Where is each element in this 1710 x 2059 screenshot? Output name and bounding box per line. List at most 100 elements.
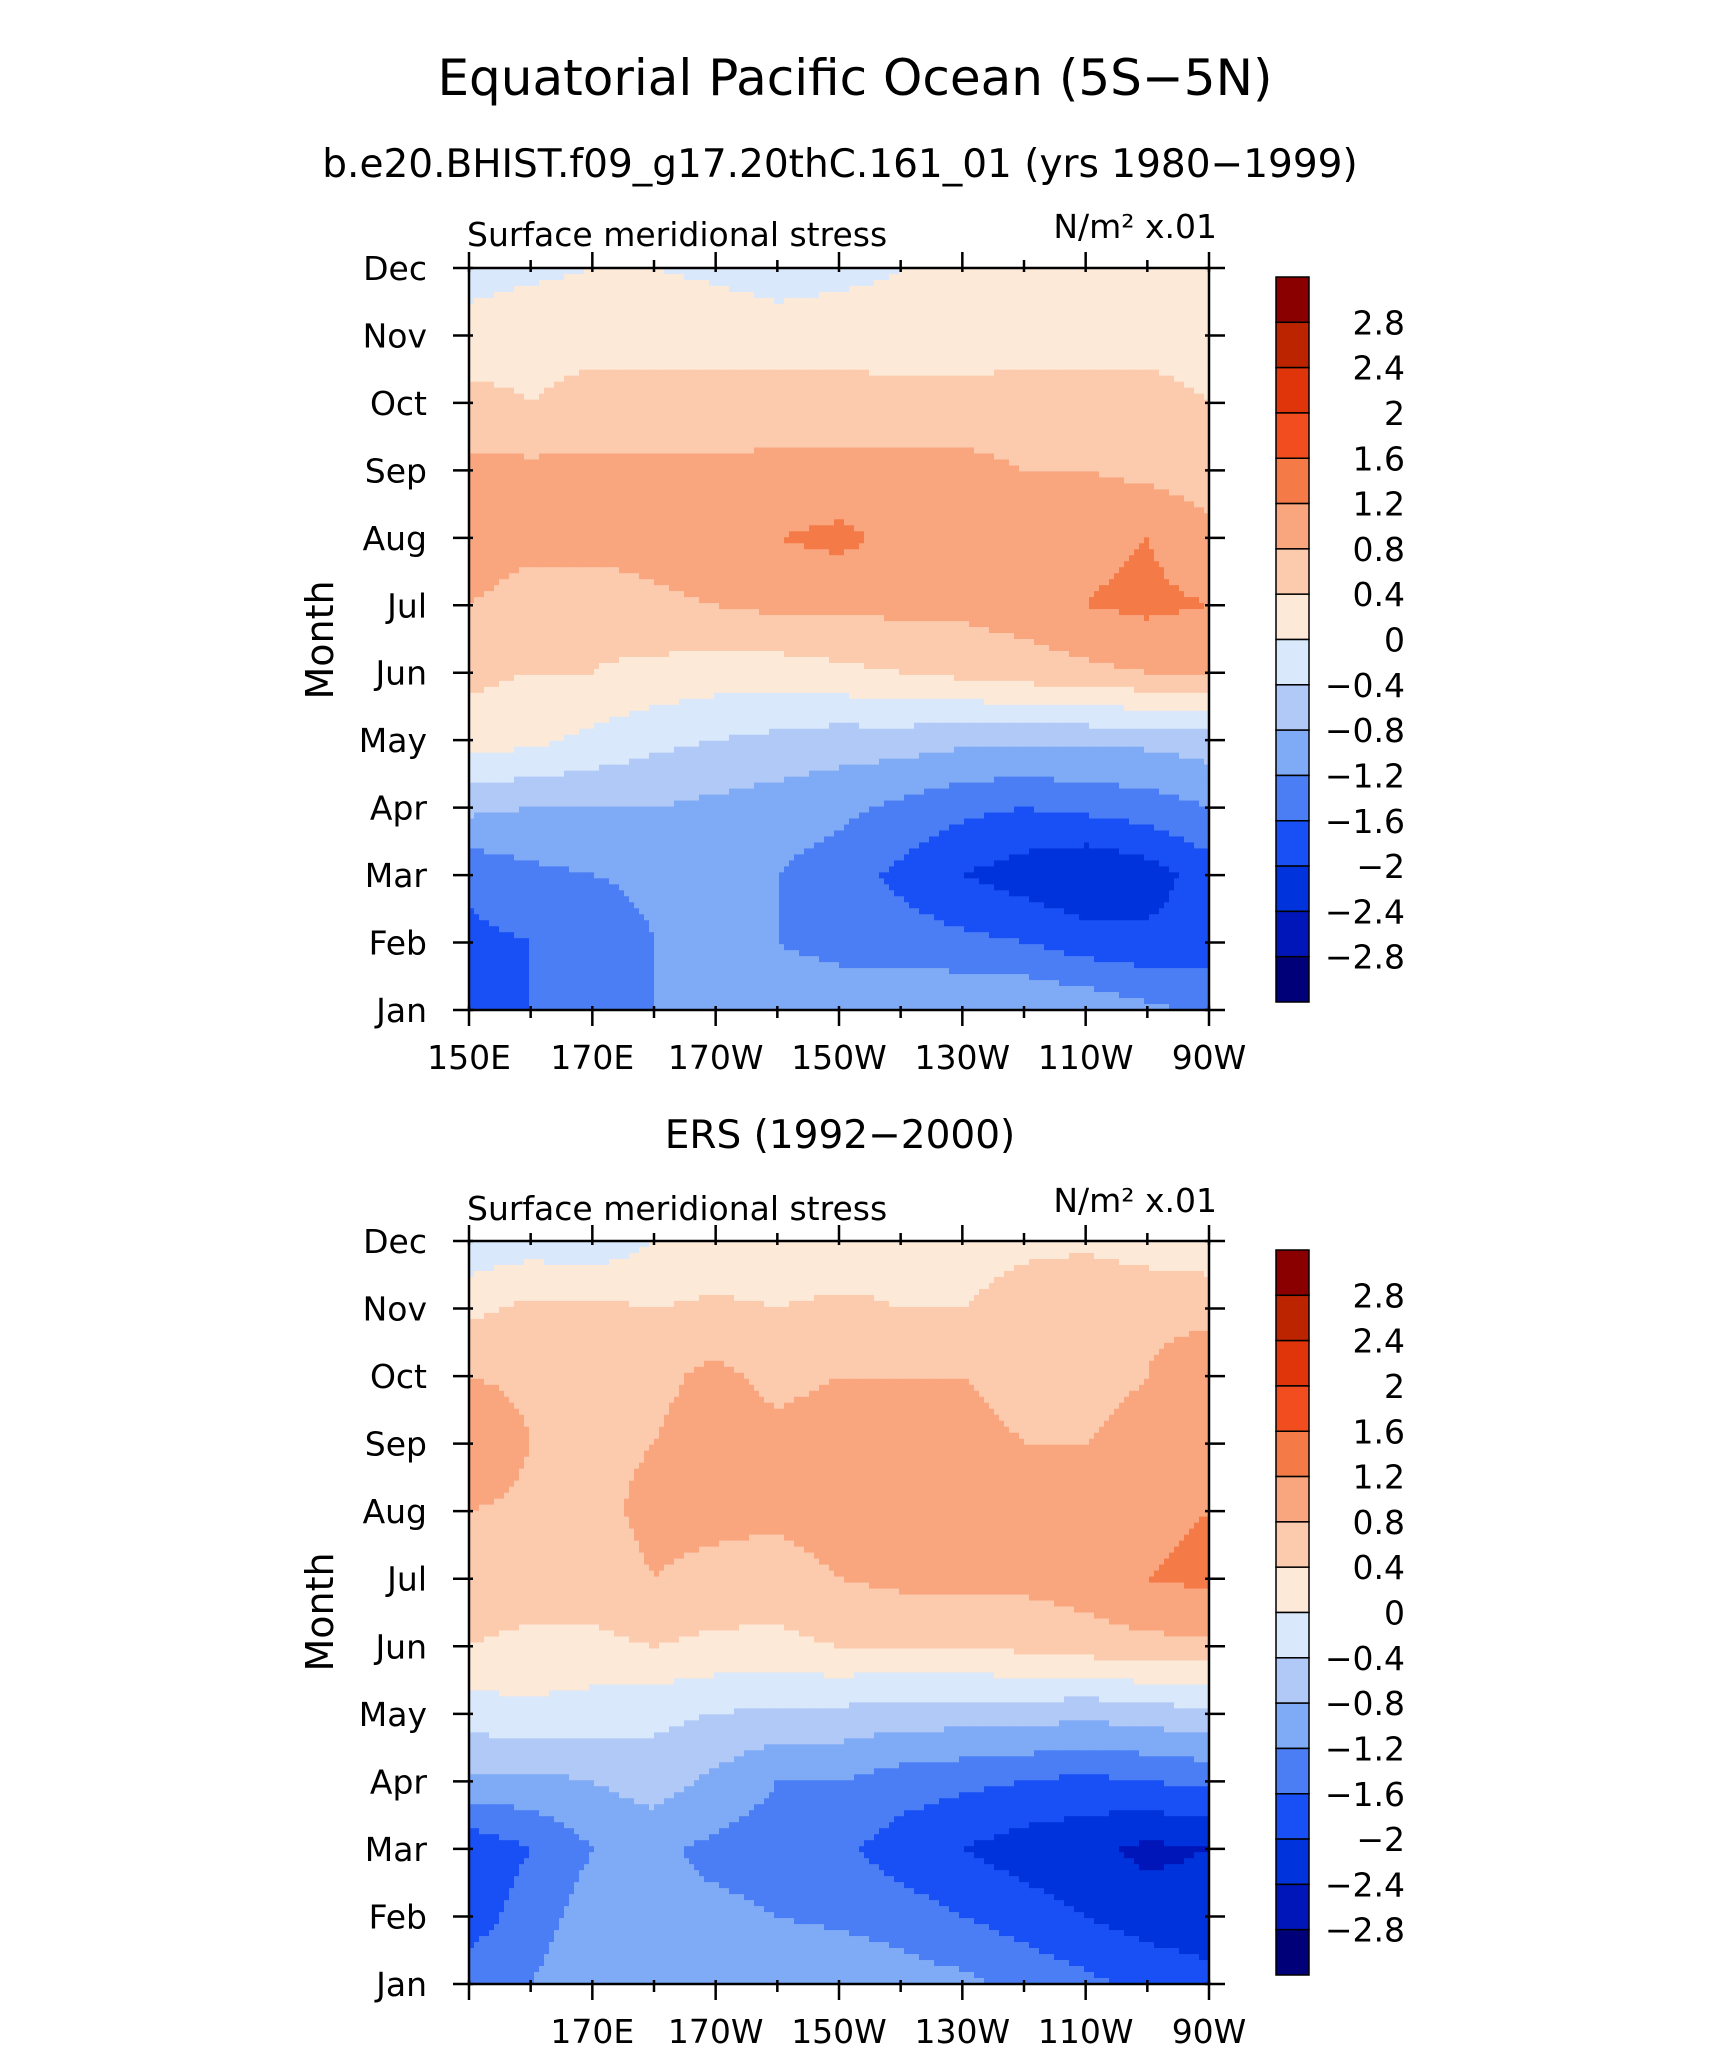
contour-cell	[1089, 375, 1095, 383]
contour-cell	[504, 453, 510, 461]
contour-cell	[699, 417, 705, 425]
contour-cell	[549, 333, 555, 341]
contour-cell	[469, 417, 475, 425]
contour-cell	[954, 447, 960, 455]
contour-cell	[1019, 345, 1025, 353]
contour-cell	[819, 465, 825, 473]
contour-cell	[784, 447, 790, 455]
contour-cell	[1044, 363, 1050, 371]
contour-cell	[964, 285, 970, 293]
contour-cell	[784, 291, 790, 299]
contour-cell	[704, 339, 710, 347]
contour-cell	[749, 465, 755, 473]
contour-cell	[689, 351, 695, 359]
contour-cell	[664, 441, 670, 449]
contour-cell	[724, 405, 730, 413]
contour-cell	[789, 351, 795, 359]
contour-cell	[1024, 285, 1030, 293]
contour-cell	[839, 387, 845, 395]
contour-cell	[674, 381, 680, 389]
contour-cell	[624, 387, 630, 395]
contour-cell	[804, 447, 810, 455]
contour-cell	[544, 273, 550, 281]
contour-cell	[954, 339, 960, 347]
contour-cell	[914, 369, 920, 377]
contour-cell	[864, 297, 870, 305]
contour-cell	[954, 429, 960, 437]
contour-cell	[539, 291, 545, 299]
contour-cell	[1184, 345, 1190, 353]
contour-cell	[969, 423, 975, 431]
contour-cell	[1179, 291, 1185, 299]
contour-cell	[1079, 291, 1085, 299]
contour-cell	[1019, 279, 1025, 287]
contour-cell	[999, 268, 1005, 275]
contour-cell	[999, 285, 1005, 293]
contour-cell	[764, 315, 770, 323]
contour-cell	[729, 447, 735, 455]
contour-cell	[1089, 285, 1095, 293]
contour-cell	[969, 357, 975, 365]
contour-cell	[499, 357, 505, 365]
contour-cell	[669, 441, 675, 449]
contour-cell	[494, 297, 500, 305]
contour-cell	[1114, 369, 1120, 377]
contour-cell	[714, 441, 720, 449]
contour-cell	[529, 393, 535, 401]
contour-cell	[1014, 429, 1020, 437]
contour-cell	[554, 309, 560, 317]
contour-cell	[534, 357, 540, 365]
contour-cell	[1029, 268, 1035, 275]
contour-cell	[679, 381, 685, 389]
contour-cell	[794, 315, 800, 323]
contour-cell	[1029, 285, 1035, 293]
contour-cell	[824, 399, 830, 407]
contour-cell	[609, 363, 615, 371]
contour-cell	[1069, 357, 1075, 365]
contour-cell	[1164, 303, 1170, 311]
contour-cell	[874, 309, 880, 317]
contour-cell	[674, 339, 680, 347]
contour-cell	[999, 273, 1005, 281]
contour-cell	[1074, 273, 1080, 281]
contour-cell	[1084, 381, 1090, 389]
contour-cell	[509, 363, 515, 371]
contour-cell	[794, 393, 800, 401]
contour-cell	[774, 297, 780, 305]
contour-cell	[1184, 381, 1190, 389]
contour-cell	[684, 423, 690, 431]
contour-cell	[884, 273, 890, 281]
contour-cell	[849, 465, 855, 473]
contour-cell	[979, 393, 985, 401]
contour-cell	[574, 381, 580, 389]
contour-cell	[754, 411, 760, 419]
contour-cell	[544, 459, 550, 467]
contour-cell	[484, 297, 490, 305]
contour-cell	[829, 387, 835, 395]
contour-cell	[1159, 285, 1165, 293]
contour-cell	[469, 411, 475, 419]
contour-cell	[959, 315, 965, 323]
contour-cell	[734, 363, 740, 371]
contour-cell	[634, 453, 640, 461]
contour-cell	[469, 285, 475, 293]
contour-cell	[1009, 297, 1015, 305]
contour-cell	[774, 363, 780, 371]
contour-cell	[769, 285, 775, 293]
contour-cell	[799, 369, 805, 377]
contour-cell	[719, 285, 725, 293]
contour-cell	[999, 381, 1005, 389]
contour-cell	[1019, 303, 1025, 311]
contour-cell	[849, 435, 855, 443]
contour-cell	[989, 381, 995, 389]
contour-cell	[739, 429, 745, 437]
contour-cell	[1089, 411, 1095, 419]
contour-cell	[1039, 399, 1045, 407]
contour-cell	[989, 291, 995, 299]
contour-cell	[969, 285, 975, 293]
contour-cell	[699, 429, 705, 437]
contour-cell	[899, 375, 905, 383]
contour-cell	[904, 363, 910, 371]
contour-cell	[999, 435, 1005, 443]
contour-cell	[889, 399, 895, 407]
